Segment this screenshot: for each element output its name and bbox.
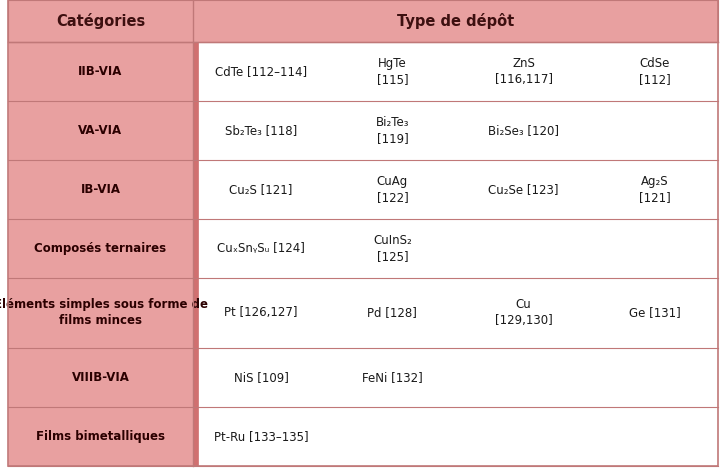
Text: Pt-Ru [133–135]: Pt-Ru [133–135]	[214, 430, 309, 443]
Bar	[8, 348, 193, 407]
Text: Bi₂Te₃
[119]: Bi₂Te₃ [119]	[375, 116, 409, 145]
Text: IB-VIA: IB-VIA	[81, 183, 121, 196]
Bar	[193, 42, 198, 101]
Bar	[198, 407, 718, 466]
Text: Sb₂Te₃ [118]: Sb₂Te₃ [118]	[225, 124, 297, 137]
Text: Catégories: Catégories	[56, 13, 145, 29]
Text: IIB-VIA: IIB-VIA	[78, 65, 123, 78]
Text: Films bimetalliques: Films bimetalliques	[36, 430, 165, 443]
Text: Bi₂Se₃ [120]: Bi₂Se₃ [120]	[488, 124, 559, 137]
Bar	[8, 219, 193, 278]
Text: Ge [131]: Ge [131]	[629, 307, 681, 319]
Bar	[8, 42, 193, 101]
Bar	[198, 101, 718, 160]
Text: VIIIB-VIA: VIIIB-VIA	[72, 371, 129, 384]
Bar	[8, 101, 193, 160]
Text: Cu
[129,130]: Cu [129,130]	[494, 298, 552, 327]
Text: Cu₂Se [123]: Cu₂Se [123]	[489, 183, 559, 196]
Text: Ag₂S
[121]: Ag₂S [121]	[639, 175, 671, 204]
Text: HgTe
[115]: HgTe [115]	[377, 57, 408, 86]
Text: Type de dépôt: Type de dépôt	[397, 13, 514, 29]
Text: ZnS
[116,117]: ZnS [116,117]	[494, 57, 552, 86]
Bar	[193, 219, 198, 278]
Text: CuInS₂
[125]: CuInS₂ [125]	[373, 234, 412, 263]
Bar	[198, 219, 718, 278]
Bar	[193, 348, 198, 407]
Bar	[193, 407, 198, 466]
Text: Cu₂S [121]: Cu₂S [121]	[229, 183, 293, 196]
Text: CdSe
[112]: CdSe [112]	[639, 57, 671, 86]
Text: VA-VIA: VA-VIA	[78, 124, 123, 137]
Bar	[8, 0, 718, 42]
Bar	[193, 278, 198, 348]
Bar	[198, 160, 718, 219]
Text: CuₓSnᵧSᵤ [124]: CuₓSnᵧSᵤ [124]	[217, 242, 305, 254]
Text: NiS [109]: NiS [109]	[234, 371, 288, 384]
Text: CuAg
[122]: CuAg [122]	[377, 175, 408, 204]
Bar	[198, 278, 718, 348]
Text: Pd [128]: Pd [128]	[367, 307, 417, 319]
Text: Pt [126,127]: Pt [126,127]	[224, 307, 298, 319]
Bar	[8, 160, 193, 219]
Bar	[193, 160, 198, 219]
Text: Eléments simples sous forme de
films minces: Eléments simples sous forme de films min…	[0, 298, 208, 327]
Text: CdTe [112–114]: CdTe [112–114]	[215, 65, 307, 78]
Bar	[8, 407, 193, 466]
Bar	[8, 278, 193, 348]
Bar	[198, 348, 718, 407]
Text: FeNi [132]: FeNi [132]	[362, 371, 423, 384]
Text: Composés ternaires: Composés ternaires	[34, 242, 166, 254]
Bar	[198, 42, 718, 101]
Bar	[193, 101, 198, 160]
